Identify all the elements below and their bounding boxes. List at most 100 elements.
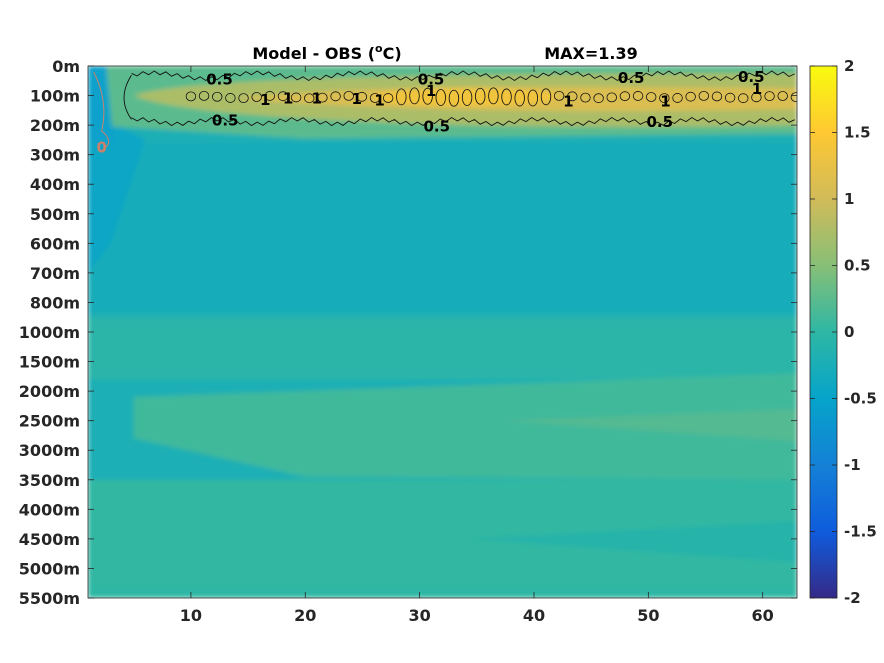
y-tick-label: 1500m xyxy=(19,353,80,372)
contour-label: 0.5 xyxy=(206,70,233,88)
x-tick-label: 20 xyxy=(294,606,316,625)
colorbar-tick-label: -1 xyxy=(844,456,861,474)
contour-1-loop xyxy=(593,93,604,104)
y-tick-label: 5500m xyxy=(19,589,80,608)
y-tick-label: 3000m xyxy=(19,441,80,460)
contour-1-loop xyxy=(304,93,315,104)
chart-title: Model - OBS (oC) xyxy=(252,42,401,63)
colorbar-tick-label: 0 xyxy=(844,323,854,341)
colorbar-tick-label: -1.5 xyxy=(844,523,877,541)
contour-1-loop xyxy=(514,89,525,107)
contour-1-loop xyxy=(369,93,381,103)
colorbar-tick-label: 1.5 xyxy=(844,124,871,142)
contour-1-loop xyxy=(724,92,736,103)
contour-label: 0.5 xyxy=(646,113,673,131)
contour-1-loop xyxy=(198,90,210,101)
contour-label: 1 xyxy=(352,90,362,108)
contour-0.5 xyxy=(131,70,795,127)
colorbar-tick-label: 1 xyxy=(844,190,854,208)
contour-1-loop xyxy=(409,87,420,105)
x-tick-label: 30 xyxy=(408,606,430,625)
colorbar-tick-label: -0.5 xyxy=(844,390,877,408)
contour-1-loop xyxy=(212,91,223,102)
contour-1-loop xyxy=(540,88,552,106)
contour-1-loop xyxy=(751,92,762,103)
heatmap-field xyxy=(88,66,797,598)
colorbar-tick-label: 0.5 xyxy=(844,257,871,275)
contour-label: 0.5 xyxy=(738,68,765,86)
y-tick-label: 4500m xyxy=(19,530,80,549)
contour-1-loop xyxy=(422,87,433,105)
y-axis: 0m 100m 200m 300m 400m 500m 600m 700m 800m 1000m 1… xyxy=(19,57,797,608)
contour-1-loop xyxy=(461,89,473,106)
contour-1-loop xyxy=(659,93,670,104)
contour-label: 0.5 xyxy=(423,118,450,136)
contour-1-loop xyxy=(501,88,512,106)
contour-label: 1 xyxy=(283,90,293,108)
colorbar-tick-label: 2 xyxy=(844,57,854,75)
contour-1-loop xyxy=(435,89,446,106)
x-tick-label: 10 xyxy=(180,606,202,625)
x-axis: 10 20 30 40 50 60 xyxy=(180,66,774,625)
contour-label: 1 xyxy=(660,92,670,110)
y-tick-label: 2500m xyxy=(19,412,80,431)
contour-1-loop xyxy=(632,91,644,101)
contour-label: 1 xyxy=(260,91,270,109)
contour-1-loop xyxy=(527,89,539,107)
contour-1-loop xyxy=(317,92,328,103)
contour-1-loop xyxy=(672,93,683,103)
contour-1-loop xyxy=(277,91,289,102)
y-tick-label: 700m xyxy=(30,264,80,283)
y-tick-label: 400m xyxy=(30,175,80,194)
contour-1-loop xyxy=(619,91,631,102)
colorbar: 2 1.5 1 0.5 0 -0.5 -1 -1.5 -2 xyxy=(809,57,877,607)
x-tick-label: 60 xyxy=(752,606,774,625)
contour-1-loop xyxy=(330,91,341,102)
y-tick-label: 800m xyxy=(30,293,80,312)
y-tick-label: 1000m xyxy=(19,323,80,342)
contour-1-loop xyxy=(238,93,249,103)
contour-1-loop xyxy=(738,93,749,104)
contour-label: 1 xyxy=(563,92,573,110)
contour-1-loop xyxy=(580,92,591,103)
contour-1-loop xyxy=(488,87,499,105)
contour-label: 1 xyxy=(311,90,321,108)
y-tick-label: 600m xyxy=(30,234,80,253)
x-tick-label: 40 xyxy=(523,606,545,625)
contour-labels: 0.5 0.5 0.5 0.50.5 0.5 0.51 1 1 1 111 110 xyxy=(97,68,765,156)
contour-label: 1 xyxy=(752,80,762,98)
contour-1-loop xyxy=(225,93,236,103)
contour-1-loop xyxy=(606,92,617,103)
y-tick-label: 4000m xyxy=(19,500,80,519)
contour-1-loop xyxy=(396,88,407,106)
y-tick-label: 3500m xyxy=(19,471,80,490)
contour-1-loop xyxy=(356,91,368,102)
contour-1-loop xyxy=(685,91,696,102)
max-label: MAX=1.39 xyxy=(544,44,638,63)
y-tick-label: 5000m xyxy=(19,559,80,578)
contour-label: 0.5 xyxy=(212,112,239,130)
y-tick-label: 0m xyxy=(52,57,80,76)
contour-1-loop xyxy=(698,90,710,101)
contour-1-loop xyxy=(251,92,262,102)
contour-1-loop xyxy=(448,89,460,107)
y-tick-label: 2000m xyxy=(19,382,80,401)
contour-1-loop xyxy=(645,92,657,102)
x-tick-label: 50 xyxy=(637,606,659,625)
y-tick-label: 500m xyxy=(30,205,80,224)
contour-1-loop xyxy=(382,93,394,103)
contour-1-loop xyxy=(777,91,788,101)
contour-lines xyxy=(93,70,797,153)
y-tick-label: 100m xyxy=(30,87,80,106)
y-tick-label: 200m xyxy=(30,116,80,135)
colorbar-tick-label: -2 xyxy=(844,589,861,607)
contour-1-loop xyxy=(711,91,723,102)
contour-label: 0 xyxy=(97,138,107,156)
contour-1-loop xyxy=(290,92,302,103)
contour-label: 1 xyxy=(374,92,384,110)
contour-1-loop xyxy=(475,87,486,105)
contour-1-loop xyxy=(764,91,775,102)
contour-1-loop xyxy=(790,92,797,103)
contour-1-loop xyxy=(264,91,276,101)
